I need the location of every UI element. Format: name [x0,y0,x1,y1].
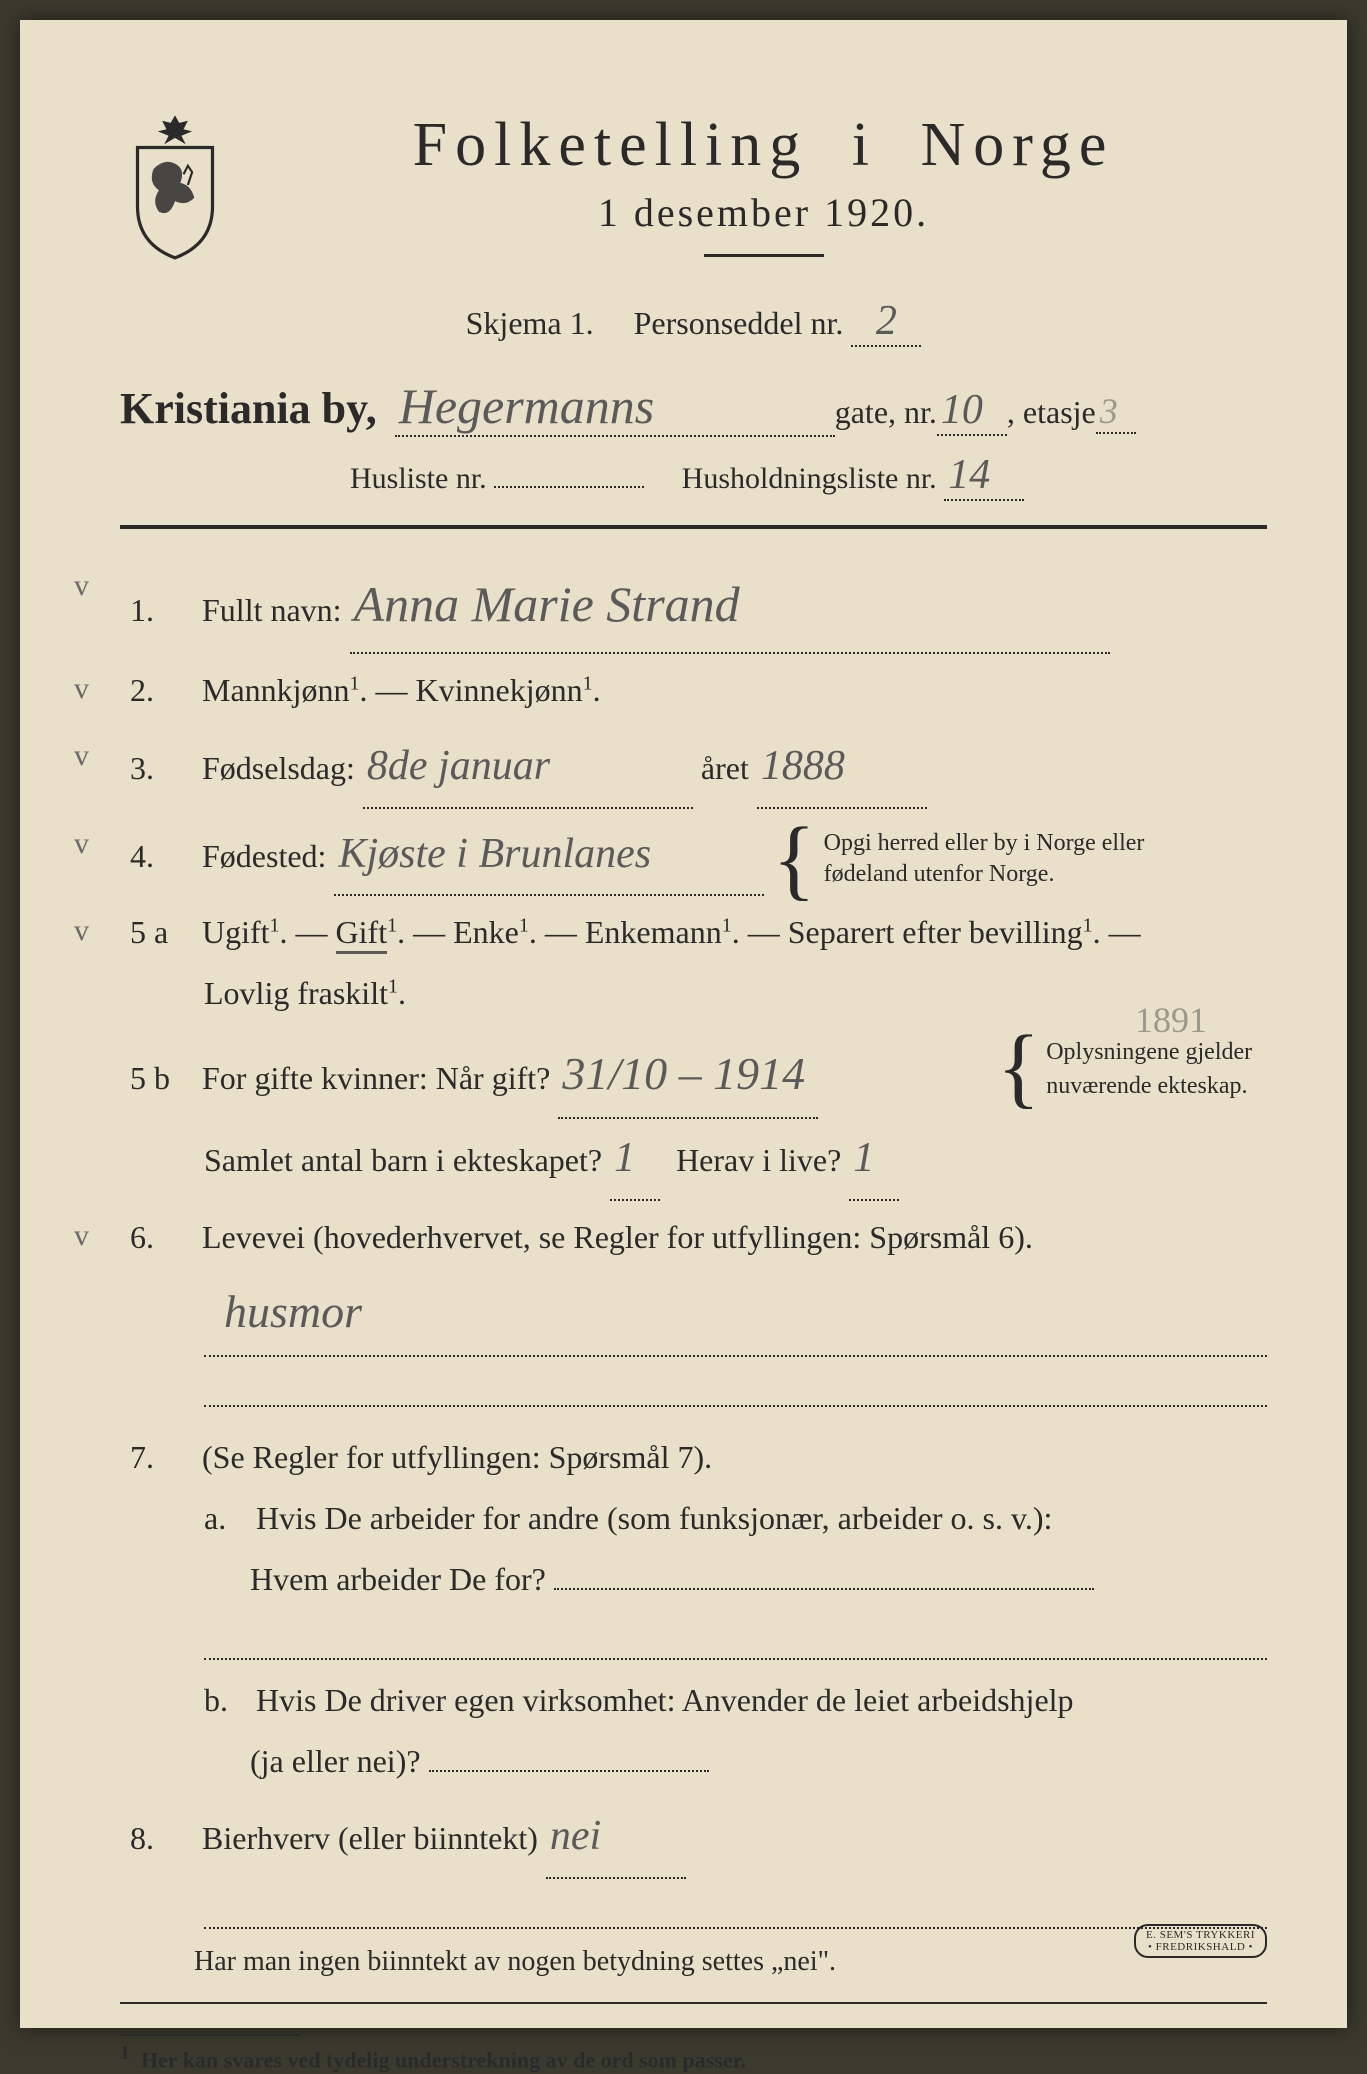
q1-num: 1. [130,580,194,641]
q6: v 6. Levevei (hovederhvervet, se Regler … [120,1207,1267,1407]
q5b-val1: 31/10 – 1914 [558,1030,818,1119]
checkmark-icon: v [74,1207,89,1264]
q5b: 1891 5 b For gifte kvinner: Når gift? 31… [120,1030,1267,1201]
census-form-page: Folketelling i Norge 1 desember 1920. Sk… [20,20,1347,2028]
husliste-label: Husliste nr. [350,462,487,495]
q7a-line1: Hvis De arbeider for andre (som funksjon… [256,1500,1052,1536]
q3-label: Fødselsdag: [202,750,355,786]
brace-icon: { [997,1036,1040,1099]
checkmark-icon: v [74,727,89,784]
checkmark-icon: v [74,815,89,872]
main-title: Folketelling i Norge [260,110,1267,181]
opt-ugift: Ugift [202,914,270,950]
q6-num: 6. [130,1207,194,1268]
schema-line: Skjema 1. Personseddel nr. 2 [120,297,1267,347]
blank-line [204,1357,1267,1407]
rule [120,525,1267,529]
q4-label: Fødested: [202,838,326,874]
q5b-label1: For gifte kvinner: Når gift? [202,1060,550,1096]
q8-label: Bierhverv (eller biinntekt) [202,1820,538,1856]
q5b-label2: Samlet antal barn i ekteskapet? [204,1142,602,1178]
title-divider [704,254,824,257]
q2-num: 2. [130,660,194,721]
checkmark-icon: v [74,660,89,717]
q2-male: Mannkjønn [202,672,350,708]
q7a-num: a. [204,1488,248,1549]
q5b-label3: Herav i live? [676,1142,841,1178]
printer-stamp: E. SEM'S TRYKKERI • FREDRIKSHALD • [1134,1924,1267,1958]
q7a-line2: Hvem arbeider De for? [250,1561,546,1597]
q1-value: Anna Marie Strand [350,557,1110,654]
list-numbers-line: Husliste nr. Husholdningsliste nr. 14 [350,451,1267,501]
blank-line [204,1610,1267,1660]
q3-day: 8de januar [363,727,693,809]
footnote-rule [120,2034,300,2036]
title-block: Folketelling i Norge 1 desember 1920. [260,110,1267,287]
q7: 7. (Se Regler for utfyllingen: Spørsmål … [120,1427,1267,1791]
opt-fraskilt: Lovlig fraskilt [204,975,388,1011]
q5a: v 5 a Ugift1. — Gift1. — Enke1. — Enkema… [120,902,1267,1024]
husliste-nr [494,486,644,488]
etasje-nr: 3 [1096,390,1136,434]
subtitle: 1 desember 1920. [260,189,1267,236]
q1-label: Fullt navn: [202,592,342,628]
q5b-val3: 1 [849,1119,899,1201]
hushold-label: Husholdningsliste nr. [682,462,937,495]
q8: 8. Bierhverv (eller biinntekt) nei [120,1797,1267,1929]
person-label: Personseddel nr. [634,305,844,341]
footnote-marker: 1 [120,2042,130,2064]
q3-num: 3. [130,738,194,799]
q4-value: Kjøste i Brunlanes [334,815,764,897]
q8-value: nei [546,1797,686,1879]
footnote: 1 Her kan svares ved tydelig understrekn… [120,2034,1267,2073]
q5b-val2: 1 [610,1119,660,1201]
q5b-num: 5 b [130,1048,194,1109]
rule [120,2002,1267,2004]
coat-of-arms-icon [120,110,230,260]
q3-year-label: året [701,750,749,786]
footnote-text: Her kan svares ved tydelig understreknin… [141,2048,746,2073]
etasje-label: , etasje [1007,394,1096,431]
q1: v 1. Fullt navn: Anna Marie Strand [120,557,1267,654]
schema-label: Skjema 1. [466,305,594,341]
opt-separert: Separert efter bevilling [788,914,1083,950]
street-name: Hegermanns [395,377,835,437]
brace-icon: { [772,828,815,891]
q7a-blank [554,1588,1094,1590]
q7-num: 7. [130,1427,194,1488]
opt-enkemann: Enkemann [585,914,722,950]
q6-value: husmor [204,1268,1267,1357]
checkmark-icon: v [74,902,89,959]
q3: v 3. Fødselsdag: 8de januar året 1888 [120,727,1267,809]
q7b-blank [429,1770,709,1772]
q5b-side-note: { Oplysningene gjelder nuværende ekteska… [997,1036,1267,1103]
q6-label: Levevei (hovederhvervet, se Regler for u… [202,1219,1033,1255]
q7b-line2: (ja eller nei)? [250,1743,421,1779]
q4-num: 4. [130,826,194,887]
q8-num: 8. [130,1808,194,1869]
q5a-num: 5 a [130,902,194,963]
hushold-nr: 14 [944,451,1024,501]
q7b-line1: Hvis De driver egen virksomhet: Anvender… [256,1682,1074,1718]
q4-side-note: Opgi herred eller by i Norge eller fødel… [824,828,1154,890]
blank-line [204,1879,1267,1929]
q3-year: 1888 [757,727,927,809]
gate-label: gate, nr. [835,394,937,431]
checkmark-icon: v [74,557,89,614]
q4: v 4. Fødested: Kjøste i Brunlanes { Opgi… [120,815,1267,897]
person-nr: 2 [851,297,921,347]
opt-gift: Gift [336,914,388,954]
q2: v 2. Mannkjønn1. — Kvinnekjønn1. [120,660,1267,721]
q2-female: Kvinnekjønn [416,672,583,708]
note-line: Har man ingen biinntekt av nogen betydni… [184,1935,1267,1988]
city-prefix: Kristiania by, [120,383,377,434]
gate-nr: 10 [937,386,1007,436]
city-line: Kristiania by, Hegermanns gate, nr. 10 ,… [120,377,1267,437]
header: Folketelling i Norge 1 desember 1920. [120,110,1267,287]
q7-label: (Se Regler for utfyllingen: Spørsmål 7). [202,1439,712,1475]
opt-enke: Enke [453,914,519,950]
q7b-num: b. [204,1670,248,1731]
